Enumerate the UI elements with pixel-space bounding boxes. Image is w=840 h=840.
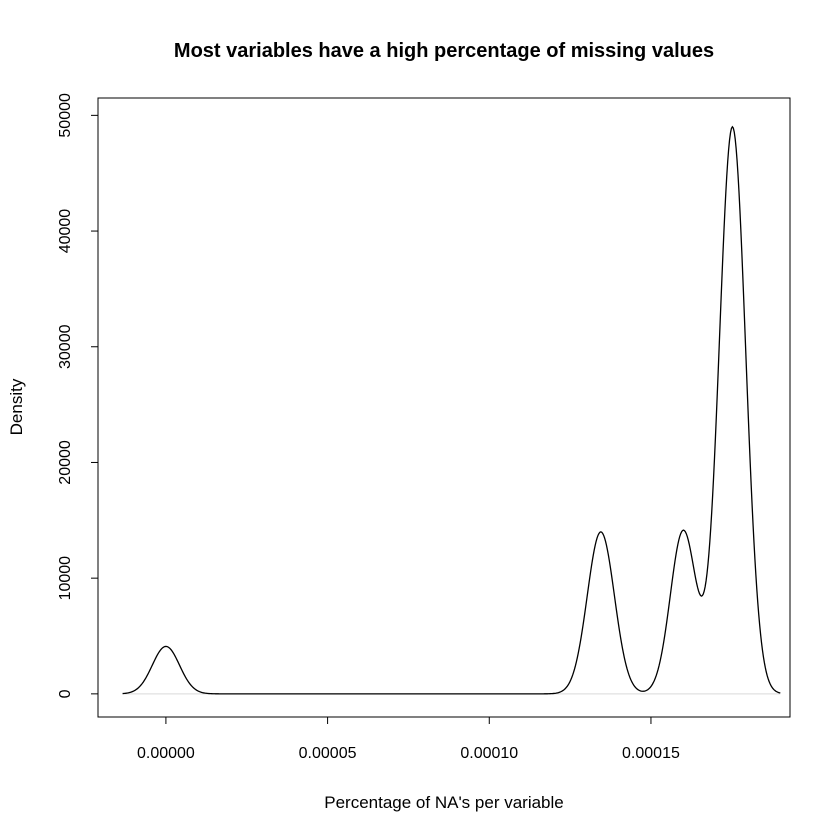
y-axis-label: Density <box>7 378 26 435</box>
y-tick-label: 0 <box>57 689 74 698</box>
y-tick-label: 20000 <box>57 440 74 485</box>
y-tick-label: 50000 <box>57 93 74 138</box>
x-tick-label: 0.00010 <box>460 745 518 762</box>
x-tick-label: 0.00015 <box>622 745 680 762</box>
x-axis: 0.00000 0.00005 0.00010 0.00015 <box>137 716 680 762</box>
density-curve <box>122 125 781 695</box>
y-axis: 0 10000 20000 30000 40000 50000 <box>57 93 99 698</box>
x-tick-label: 0.00005 <box>299 745 357 762</box>
y-tick-label: 30000 <box>57 324 74 369</box>
chart-title: Most variables have a high percentage of… <box>174 40 714 62</box>
y-tick-label: 10000 <box>57 556 74 601</box>
x-axis-label: Percentage of NA's per variable <box>324 793 564 812</box>
x-tick-label: 0.00000 <box>137 745 195 762</box>
y-tick-label: 40000 <box>57 209 74 254</box>
